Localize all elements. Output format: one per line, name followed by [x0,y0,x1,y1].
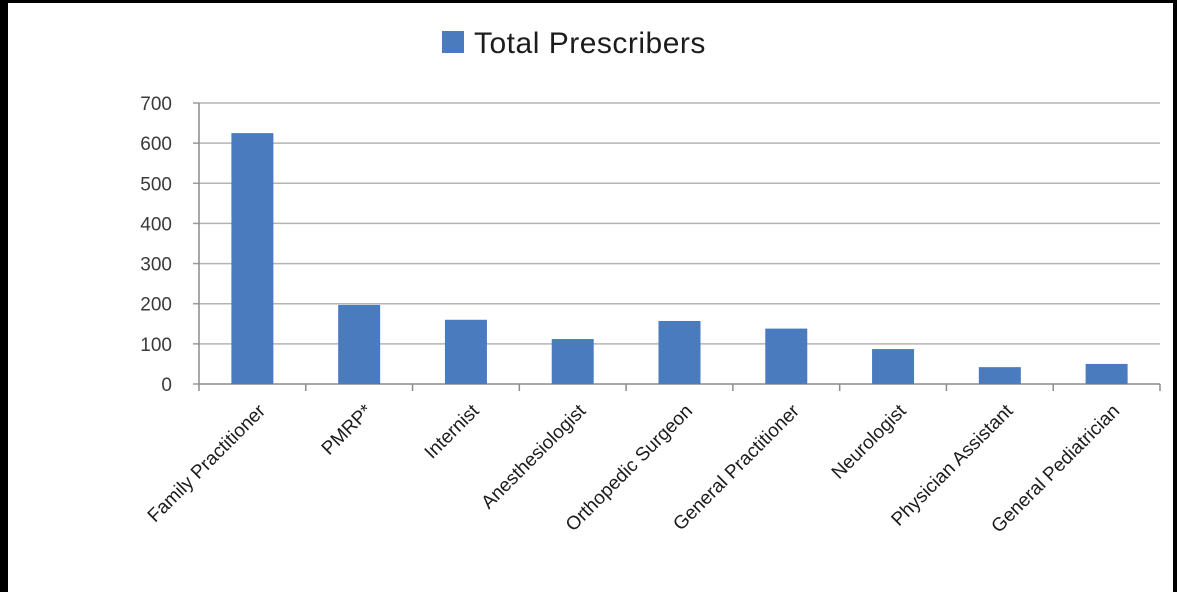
legend: Total Prescribers [442,27,706,60]
y-tick-label: 700 [140,94,172,115]
y-tick-label: 300 [140,255,172,276]
bar [231,133,274,384]
y-tick-label: 600 [140,134,172,155]
bar [658,320,701,384]
x-category-label: Neurologist [828,400,911,483]
x-category-label: Family Practitioner [144,400,271,527]
y-tick-label: 100 [140,335,172,356]
bar [1085,363,1128,384]
y-tick-label: 0 [161,375,172,396]
bar [872,349,915,384]
y-axis-ticks: 0 100 200 300 400 500 600 700 [140,94,199,396]
y-tick-label: 500 [140,174,172,195]
y-tick-label: 200 [140,295,172,316]
bar [551,339,594,384]
x-category-label: Anesthesiologist [478,400,591,513]
bar [978,367,1021,384]
y-tick-label: 400 [140,214,172,235]
legend-label: Total Prescribers [474,27,706,60]
legend-swatch [442,31,464,53]
bar [444,319,487,384]
bars [231,133,1128,384]
x-category-label: PMRP* [318,400,377,459]
x-category-label: Internist [421,400,484,463]
bar [765,328,808,384]
bar [338,304,381,384]
x-axis-labels: Family Practitioner PMRP* InternistAnesthe… [144,400,1124,537]
